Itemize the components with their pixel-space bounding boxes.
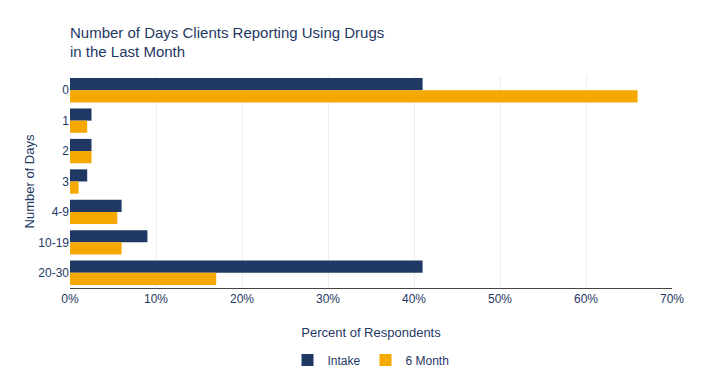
svg-text:4-9: 4-9 [52, 205, 70, 219]
svg-text:0: 0 [62, 83, 69, 97]
svg-text:30%: 30% [316, 292, 340, 306]
svg-text:40%: 40% [402, 292, 426, 306]
svg-text:Percent of Respondents: Percent of Respondents [301, 325, 441, 340]
svg-text:10-19: 10-19 [38, 236, 69, 250]
svg-text:3: 3 [62, 175, 69, 189]
svg-text:Number of Days Clients Reporti: Number of Days Clients Reporting Using D… [70, 24, 384, 61]
svg-text:Number of Days: Number of Days [22, 134, 37, 228]
svg-text:20%: 20% [230, 292, 254, 306]
svg-text:Intake: Intake [328, 354, 361, 368]
svg-text:1: 1 [62, 114, 69, 128]
svg-text:60%: 60% [574, 292, 598, 306]
svg-text:6 Month: 6 Month [406, 354, 449, 368]
svg-text:0%: 0% [61, 292, 79, 306]
svg-text:50%: 50% [488, 292, 512, 306]
svg-text:70%: 70% [660, 292, 684, 306]
svg-text:20-30: 20-30 [38, 266, 69, 280]
svg-text:2: 2 [62, 144, 69, 158]
svg-text:10%: 10% [144, 292, 168, 306]
